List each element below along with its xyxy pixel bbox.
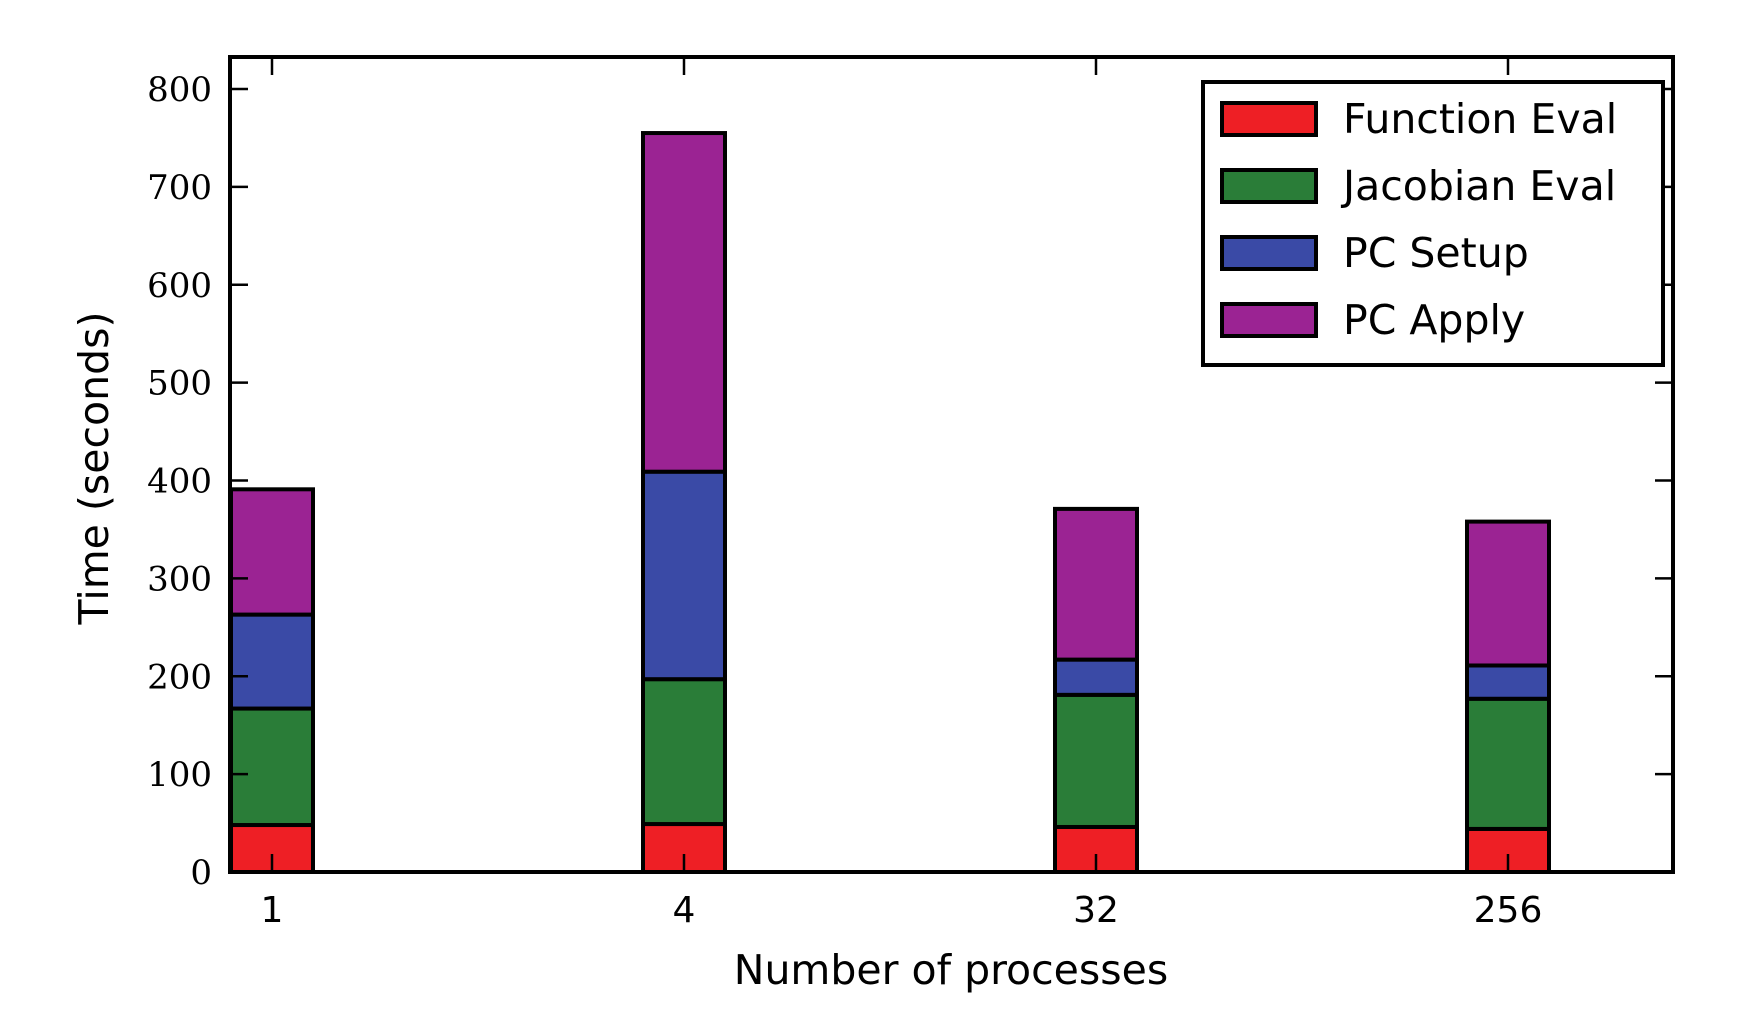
y-tick-label-600: 600 [147, 266, 212, 306]
bar-jacobian-eval-256 [1465, 696, 1551, 831]
bar-pc-setup-32 [1053, 657, 1139, 697]
bar-pc-apply-1 [229, 487, 315, 617]
x-tick-label-1: 1 [261, 890, 284, 931]
legend-swatch-pc-apply [1220, 302, 1318, 338]
legend-label-jacobian-eval: Jacobian Eval [1340, 162, 1616, 210]
ticks-group: 0 100 200 300 400 500 600 700 800 1 4 32 256 [147, 57, 1673, 931]
plot-frame [228, 55, 1675, 874]
y-tick-label-200: 200 [147, 657, 212, 697]
bar-pc-apply-4 [641, 131, 727, 474]
legend-label-pc-setup: PC Setup [1343, 229, 1529, 277]
y-tick-label-400: 400 [147, 462, 212, 502]
y-tick-label-700: 700 [147, 168, 212, 208]
y-tick-label-500: 500 [147, 364, 212, 404]
legend-swatch-pc-setup [1220, 235, 1318, 271]
bar-pc-apply-32 [1053, 506, 1139, 662]
x-tick-label-32: 32 [1073, 890, 1119, 931]
legend-label-pc-apply: PC Apply [1343, 296, 1525, 344]
y-tick-label-100: 100 [147, 755, 212, 795]
x-axis-label: Number of processes [734, 946, 1168, 994]
legend: Function Eval Jacobian Eval PC Setup PC App… [1201, 80, 1665, 367]
bar-pc-setup-1 [229, 612, 315, 711]
legend-swatch-function-eval [1220, 101, 1318, 137]
bar-pc-apply-256 [1465, 519, 1551, 668]
y-tick-label-800: 800 [147, 70, 212, 110]
bar-jacobian-eval-4 [641, 677, 727, 827]
y-tick-label-0: 0 [190, 853, 212, 893]
bar-jacobian-eval-1 [229, 706, 315, 828]
y-tick-label-300: 300 [147, 559, 212, 599]
legend-swatch-jacobian-eval [1220, 168, 1318, 204]
bar-pc-setup-4 [641, 469, 727, 682]
bars-group [229, 131, 1551, 875]
x-tick-label-4: 4 [673, 890, 696, 931]
bar-jacobian-eval-32 [1053, 692, 1139, 829]
legend-label-function-eval: Function Eval [1343, 95, 1617, 143]
x-tick-label-256: 256 [1474, 890, 1543, 931]
bar-pc-setup-256 [1465, 663, 1551, 701]
y-axis-label: Time (seconds) [70, 312, 118, 626]
